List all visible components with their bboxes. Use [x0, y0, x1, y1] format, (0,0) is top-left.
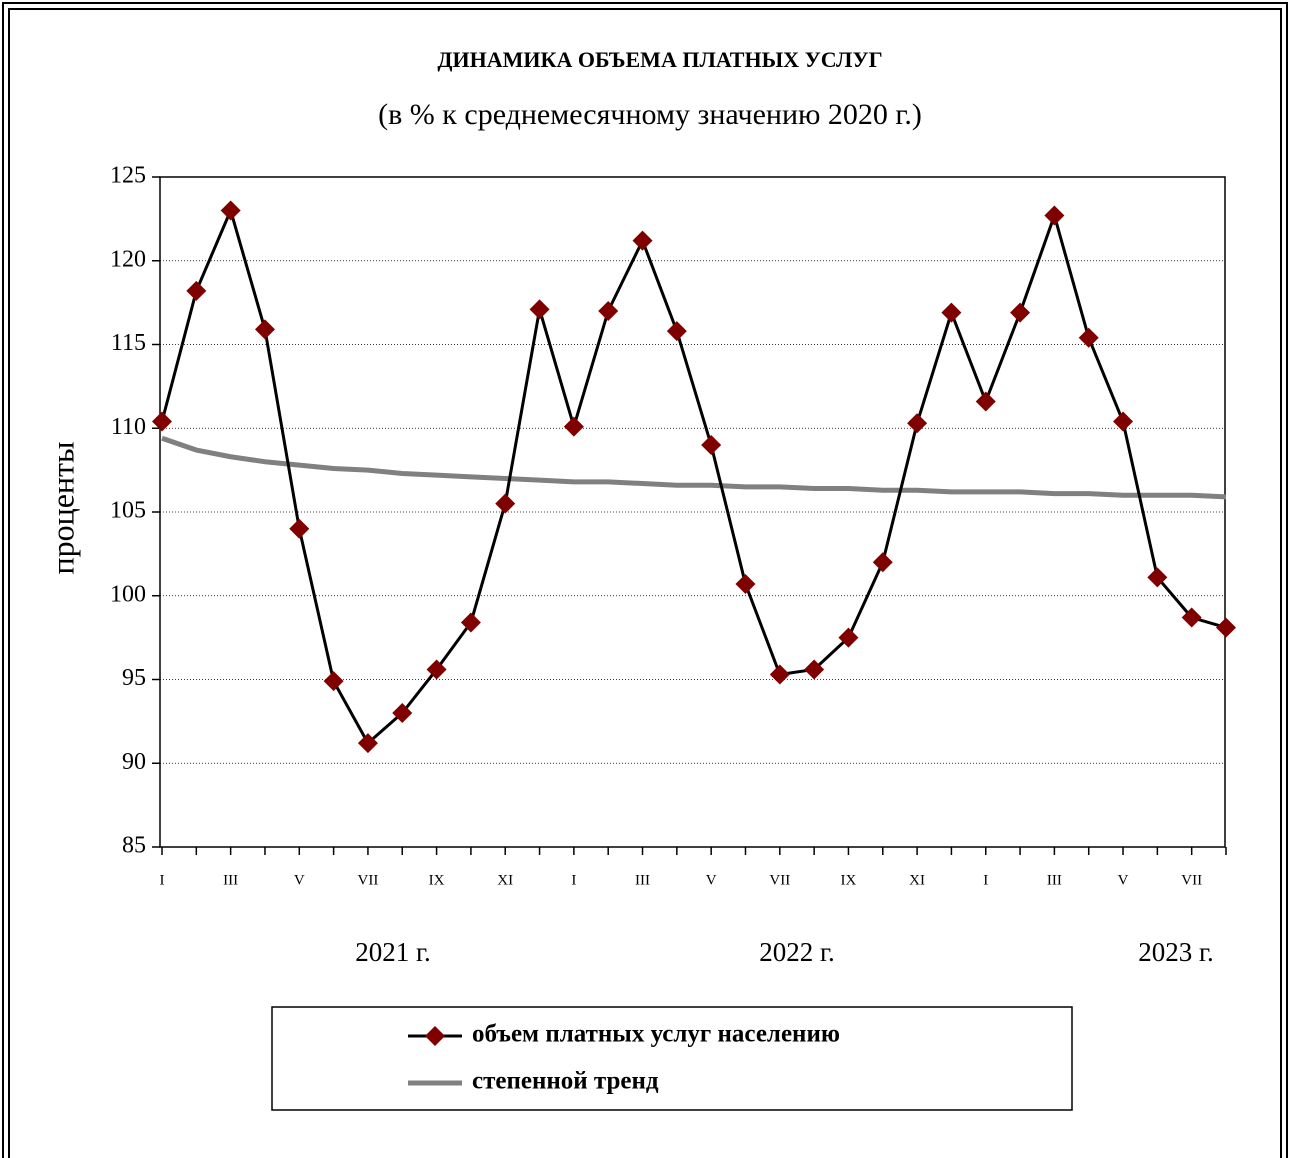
- year-label: 2022 г.: [759, 937, 835, 967]
- chart-subtitle: (в % к среднемесячному значению 2020 г.): [378, 98, 922, 131]
- y-tick-label: 110: [111, 414, 146, 440]
- legend-label: степенной тренд: [472, 1068, 659, 1095]
- y-tick-label: 105: [110, 498, 146, 524]
- series-line: [160, 206, 1227, 746]
- x-tick-label: I: [571, 872, 576, 888]
- data-marker: [975, 391, 996, 412]
- trend-line: [161, 435, 1227, 500]
- x-tick-label: V: [294, 872, 305, 888]
- x-tick-label: V: [706, 872, 717, 888]
- x-tick-label: III: [635, 872, 650, 888]
- x-tick-label: IX: [429, 872, 445, 888]
- data-marker: [701, 435, 722, 455]
- data-marker: [804, 659, 825, 680]
- data-marker: [1113, 411, 1134, 432]
- x-tick-label: III: [1047, 872, 1062, 888]
- y-tick-label: 125: [110, 163, 146, 189]
- x-tick-label: I: [160, 872, 165, 888]
- data-marker: [289, 518, 310, 539]
- data-marker: [872, 552, 893, 573]
- data-marker: [460, 612, 481, 633]
- data-marker: [392, 703, 413, 723]
- inner-border: [8, 8, 1282, 1158]
- legend-label: объем платных услуг населению: [472, 1021, 840, 1048]
- y-tick-label: 90: [122, 749, 146, 775]
- data-marker: [1147, 567, 1168, 588]
- data-marker: [941, 302, 962, 323]
- y-tick-label: 120: [110, 246, 146, 272]
- year-label: 2021 г.: [355, 937, 431, 967]
- data-marker: [1181, 607, 1202, 628]
- x-tick-label: I: [983, 872, 988, 888]
- data-marker: [495, 493, 516, 514]
- data-marker: [529, 299, 550, 320]
- data-marker: [1078, 327, 1099, 348]
- y-tick-label: 85: [122, 833, 146, 859]
- data-marker: [357, 733, 378, 754]
- data-marker: [323, 671, 344, 692]
- data-marker: [186, 280, 207, 301]
- y-tick-label: 100: [110, 581, 146, 607]
- x-tick-label: VII: [1181, 872, 1202, 888]
- plot-area: [159, 176, 1226, 848]
- y-tick-label: 115: [111, 330, 146, 356]
- data-marker: [735, 574, 756, 595]
- x-tick-label: XI: [909, 872, 925, 888]
- legend-box: [271, 1006, 1073, 1111]
- chart-title: ДИНАМИКА ОБЪЕМА ПЛАТНЫХ УСЛУГ: [437, 47, 882, 72]
- x-tick-label: VII: [358, 872, 379, 888]
- data-marker: [254, 319, 275, 340]
- data-marker: [426, 659, 447, 680]
- data-marker: [1216, 617, 1236, 638]
- data-marker: [769, 664, 790, 685]
- data-marker: [632, 230, 653, 251]
- data-marker: [838, 627, 859, 648]
- x-tick-label: XI: [497, 872, 513, 888]
- x-tick-label: VII: [769, 872, 790, 888]
- x-tick-label: IX: [841, 872, 857, 888]
- data-marker: [220, 200, 241, 221]
- data-marker: [907, 413, 928, 434]
- legend-marker: [425, 1026, 445, 1046]
- data-marker: [1044, 205, 1065, 226]
- data-marker: [152, 411, 172, 432]
- data-marker: [563, 416, 584, 437]
- data-marker: [666, 321, 687, 342]
- x-tick-label: III: [223, 872, 238, 888]
- data-marker: [1010, 302, 1031, 323]
- y-axis-label: проценты: [44, 441, 80, 574]
- x-tick-label: V: [1118, 872, 1129, 888]
- y-tick-label: 95: [122, 665, 146, 691]
- data-marker: [598, 301, 619, 321]
- year-label: 2023 г.: [1138, 937, 1214, 967]
